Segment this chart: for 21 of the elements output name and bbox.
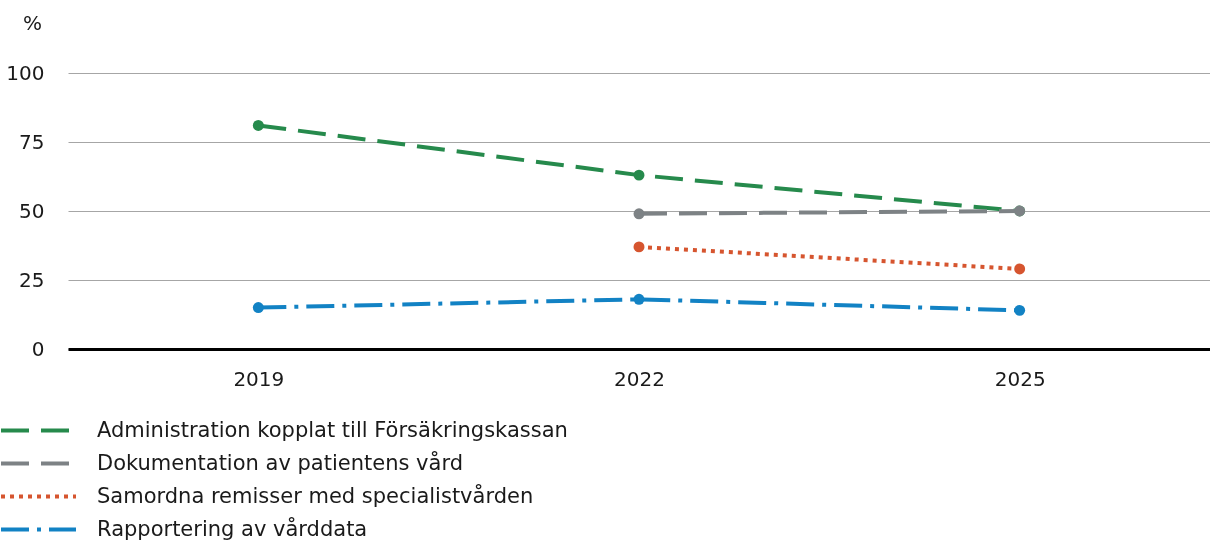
y-tick-label: 25 [19,267,45,292]
y-tick-label: 50 [19,198,45,223]
x-tick-label: 2025 [994,366,1046,391]
point [633,208,645,220]
legend-label: Dokumentation av patientens vård [97,449,463,475]
y-tick-label: 100 [6,60,45,85]
point [633,293,645,305]
point [633,169,645,181]
legend-label: Samordna remisser med specialistvården [97,482,534,508]
y-tick-label: 75 [19,129,45,154]
point [1014,304,1026,316]
point [252,302,264,314]
y-axis-title: % [22,10,43,35]
x-tick-label: 2022 [614,366,665,391]
legend-label: Administration kopplat till Försäkringskassan [97,417,568,442]
y-tick-label: 0 [31,336,45,361]
x-tick-label: 2019 [233,366,285,391]
point [252,119,264,131]
point [633,241,645,253]
point [1014,263,1026,275]
legend-label: Rapportering av vårddata [97,515,368,541]
